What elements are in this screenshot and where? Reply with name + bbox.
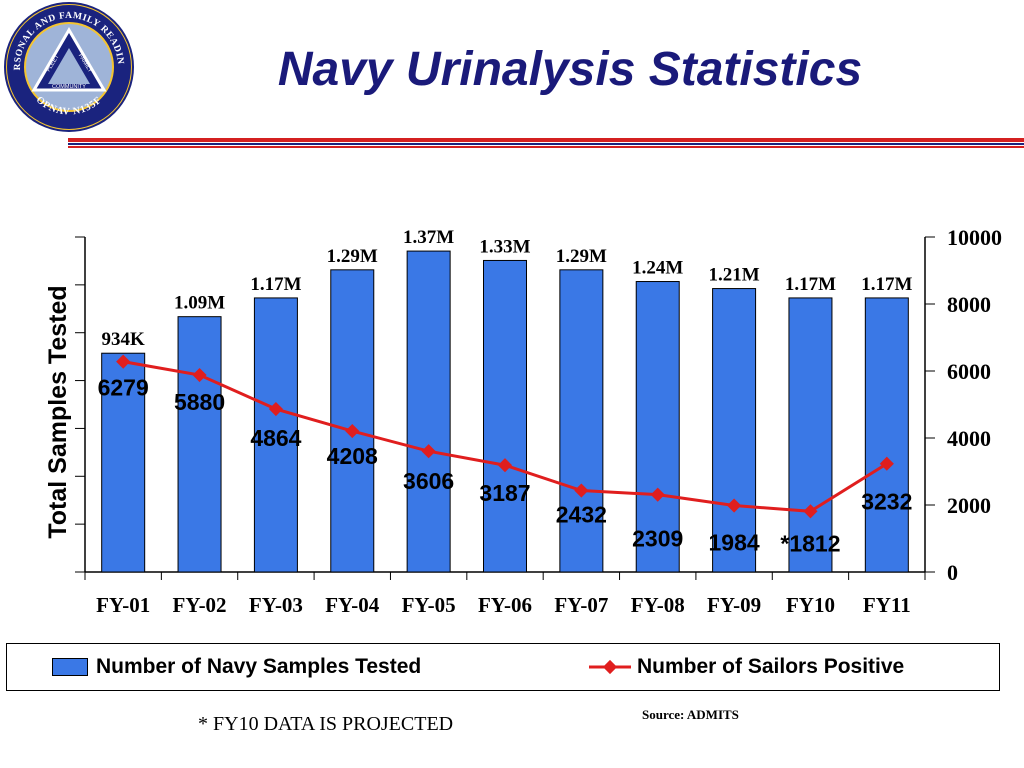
bar-value-label: 1.29M — [556, 246, 607, 267]
line-point — [650, 487, 665, 502]
y-axis-right-tick-label: 10000 — [947, 225, 1002, 250]
bar — [406, 250, 451, 573]
line-value-label: 4864 — [250, 425, 301, 451]
x-tick-label: FY-07 — [554, 593, 608, 617]
personal-family-readiness-logo: PERSONAL AND FAMILY READINESS OPNAV N135… — [2, 0, 134, 132]
line-value-label: 5880 — [174, 389, 225, 415]
bar — [253, 297, 298, 573]
y-axis-right-tick-label: 2000 — [947, 493, 991, 518]
line-point — [421, 444, 436, 459]
bar-value-label: 1.17M — [785, 274, 836, 295]
y-axis-right-tick-label: 4000 — [947, 426, 991, 451]
legend-label-samples: Number of Navy Samples Tested — [96, 655, 422, 678]
line-value-label: 2432 — [556, 502, 607, 528]
line-point — [879, 456, 894, 471]
line-value-label: 3187 — [479, 480, 530, 506]
source-note: Source: ADMITS — [642, 707, 739, 722]
bar-value-label: 1.24M — [632, 258, 683, 279]
header-rule-red-thin — [68, 146, 1024, 148]
bar — [864, 297, 909, 573]
legend-label-positives: Number of Sailors Positive — [637, 655, 905, 678]
y-axis-right-tick-label: 6000 — [947, 359, 991, 384]
bar-value-label: 1.09M — [174, 293, 225, 314]
bar — [177, 316, 222, 573]
bar-value-label: 1.29M — [327, 246, 378, 267]
legend-swatch-line — [589, 659, 631, 675]
bar-value-label: 1.21M — [708, 265, 759, 286]
line-value-label: 3606 — [403, 468, 454, 494]
x-tick-label: FY-05 — [402, 593, 456, 617]
line-point — [192, 367, 207, 383]
x-tick-label: FY-04 — [325, 593, 380, 617]
bar — [330, 269, 375, 573]
chart-legend: Number of Navy Samples Tested Number of … — [6, 643, 1000, 691]
line-point — [497, 458, 513, 473]
line-value-label: 4208 — [327, 443, 378, 469]
bar — [101, 352, 146, 573]
urinalysis-chart: 0 2000 4000 6000 8000 10000 FY-01 FY-02 FY-03 FY-… — [44, 225, 1002, 617]
legend-swatch-bar — [52, 658, 88, 676]
line-point — [268, 401, 283, 417]
x-tick-label: FY10 — [786, 593, 835, 617]
line-point — [345, 423, 360, 439]
bars-layer — [101, 250, 909, 573]
legend-item-positives: Number of Sailors Positive — [589, 655, 904, 679]
bar-value-label: 1.37M — [403, 227, 454, 248]
x-tick-label: FY-02 — [173, 593, 227, 617]
line-point — [574, 483, 589, 498]
line-value-label: 3232 — [861, 489, 912, 515]
x-tick-label: FY-03 — [249, 593, 303, 617]
line-value-label: *1812 — [780, 530, 840, 556]
bar — [712, 288, 757, 573]
x-tick-label: FY11 — [863, 593, 911, 617]
x-tick-label: FY-09 — [707, 593, 761, 617]
page-title: Navy Urinalysis Statistics — [277, 43, 863, 96]
line-point — [727, 498, 742, 513]
y-axis-right-tick-label: 0 — [947, 560, 958, 585]
footnote: * FY10 DATA IS PROJECTED — [198, 713, 454, 735]
chart-axes: 0 2000 4000 6000 8000 10000 FY-01 FY-02 FY-03 FY-… — [75, 225, 1002, 617]
bar — [635, 281, 680, 573]
bar — [559, 269, 604, 573]
header-rule-red — [68, 138, 1024, 142]
line-value-label: 1984 — [709, 530, 760, 556]
x-tick-label: FY-01 — [96, 593, 150, 617]
y-axis-label: Total Samples Tested — [44, 285, 72, 538]
header-rule-blue — [68, 143, 1024, 145]
bar-value-label: 1.33M — [479, 236, 530, 257]
legend-item-samples: Number of Navy Samples Tested — [52, 655, 421, 679]
line-point — [116, 354, 131, 369]
bar — [483, 259, 527, 573]
svg-text:COMMUNITY: COMMUNITY — [52, 84, 86, 90]
bar-value-label: 1.17M — [250, 274, 301, 295]
y-axis-right-tick-label: 8000 — [947, 292, 991, 317]
bar-value-label: 1.17M — [861, 274, 912, 295]
line-layer — [116, 354, 894, 519]
x-tick-label: FY-08 — [631, 593, 685, 617]
x-tick-label: FY-06 — [478, 593, 532, 617]
line-value-label: 6279 — [98, 375, 149, 401]
line-value-label: 2309 — [632, 526, 683, 552]
bar-value-label: 934K — [102, 329, 146, 350]
bar — [788, 297, 833, 573]
labels-layer: 934K 1.09M 1.17M 1.29M 1.37M 1.33M 1.29M 1.24M 1… — [98, 227, 913, 556]
